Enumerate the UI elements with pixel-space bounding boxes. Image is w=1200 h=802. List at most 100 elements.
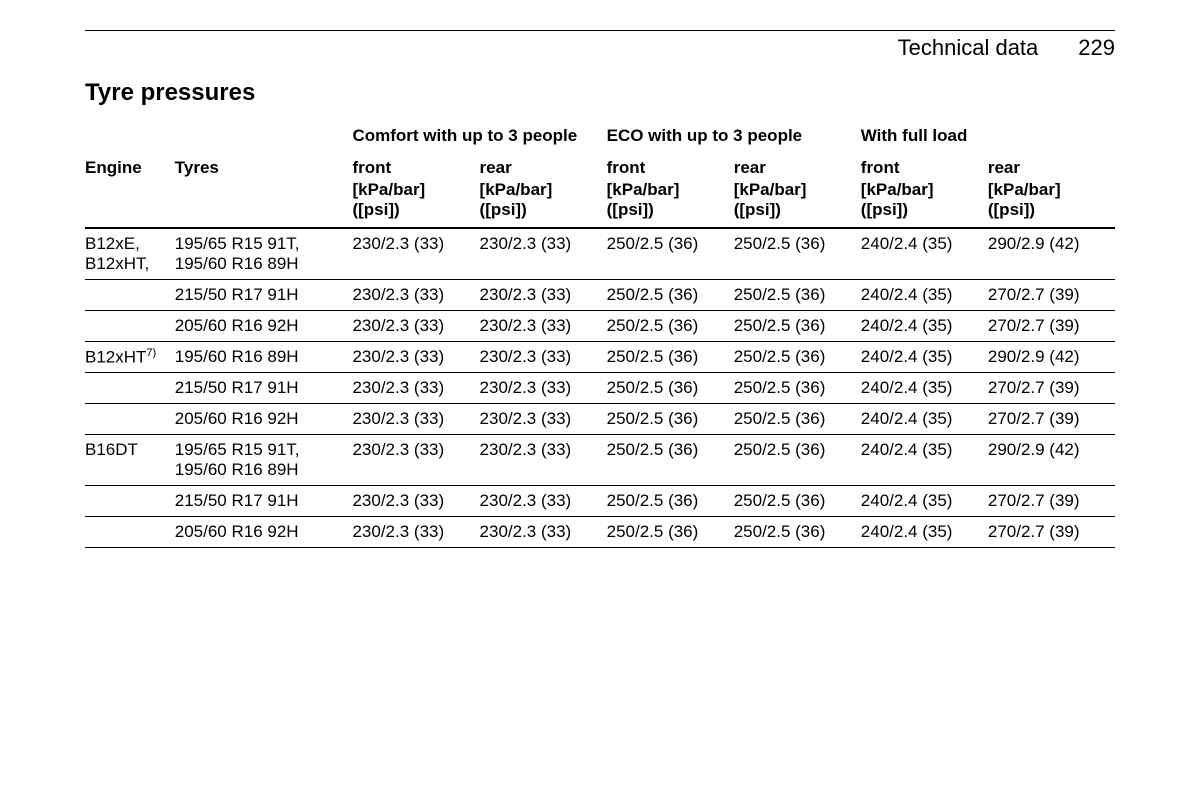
tyre-cell: 215/50 R17 91H (175, 279, 353, 310)
unit-cell: [kPa/bar]([psi]) (861, 180, 988, 228)
value-cell: 230/2.3 (33) (352, 486, 479, 517)
value-cell: 230/2.3 (33) (352, 435, 479, 486)
engine-cell: B12xE, B12xHT, (85, 228, 175, 280)
value-cell: 230/2.3 (33) (352, 310, 479, 341)
value-cell: 230/2.3 (33) (480, 404, 607, 435)
tyre-cell: 205/60 R16 92H (175, 310, 353, 341)
col-front: front (352, 152, 479, 180)
value-cell: 250/2.5 (36) (734, 486, 861, 517)
tyre-cell: 195/60 R16 89H (175, 341, 353, 373)
table-body: B12xE, B12xHT,195/65 R15 91T, 195/60 R16… (85, 228, 1115, 548)
value-cell: 250/2.5 (36) (607, 486, 734, 517)
value-cell: 230/2.3 (33) (352, 404, 479, 435)
value-cell: 270/2.7 (39) (988, 279, 1115, 310)
value-cell: 250/2.5 (36) (734, 279, 861, 310)
value-cell: 290/2.9 (42) (988, 341, 1115, 373)
group-header-row: Comfort with up to 3 people ECO with up … (85, 121, 1115, 152)
col-rear: rear (734, 152, 861, 180)
value-cell: 230/2.3 (33) (480, 341, 607, 373)
col-group-eco: ECO with up to 3 people (607, 121, 861, 152)
value-cell: 230/2.3 (33) (480, 228, 607, 280)
tyre-cell: 195/65 R15 91T, 195/60 R16 89H (175, 435, 353, 486)
engine-cell (85, 373, 175, 404)
value-cell: 230/2.3 (33) (352, 373, 479, 404)
value-cell: 270/2.7 (39) (988, 404, 1115, 435)
value-cell: 230/2.3 (33) (352, 279, 479, 310)
value-cell: 250/2.5 (36) (607, 517, 734, 548)
value-cell: 270/2.7 (39) (988, 310, 1115, 341)
value-cell: 270/2.7 (39) (988, 517, 1115, 548)
col-header-row: Engine Tyres front rear front rear front… (85, 152, 1115, 180)
value-cell: 230/2.3 (33) (480, 279, 607, 310)
value-cell: 240/2.4 (35) (861, 404, 988, 435)
table-head: Comfort with up to 3 people ECO with up … (85, 121, 1115, 228)
page-number: 229 (1078, 35, 1115, 61)
table-row: 205/60 R16 92H230/2.3 (33)230/2.3 (33)25… (85, 404, 1115, 435)
table-row: 215/50 R17 91H230/2.3 (33)230/2.3 (33)25… (85, 279, 1115, 310)
value-cell: 250/2.5 (36) (607, 341, 734, 373)
col-rear: rear (480, 152, 607, 180)
value-cell: 250/2.5 (36) (734, 228, 861, 280)
value-cell: 250/2.5 (36) (607, 228, 734, 280)
value-cell: 250/2.5 (36) (607, 373, 734, 404)
value-cell: 240/2.4 (35) (861, 486, 988, 517)
value-cell: 240/2.4 (35) (861, 517, 988, 548)
value-cell: 250/2.5 (36) (734, 517, 861, 548)
chapter-title: Technical data (898, 35, 1039, 61)
tyre-cell: 215/50 R17 91H (175, 486, 353, 517)
value-cell: 250/2.5 (36) (734, 404, 861, 435)
value-cell: 290/2.9 (42) (988, 228, 1115, 280)
col-group-full: With full load (861, 121, 1115, 152)
col-group-comfort: Comfort with up to 3 people (352, 121, 606, 152)
value-cell: 250/2.5 (36) (607, 404, 734, 435)
value-cell: 250/2.5 (36) (607, 279, 734, 310)
value-cell: 230/2.3 (33) (352, 228, 479, 280)
value-cell: 290/2.9 (42) (988, 435, 1115, 486)
unit-cell: [kPa/bar]([psi]) (607, 180, 734, 228)
engine-cell (85, 404, 175, 435)
table-row: 205/60 R16 92H230/2.3 (33)230/2.3 (33)25… (85, 310, 1115, 341)
value-cell: 250/2.5 (36) (734, 373, 861, 404)
value-cell: 230/2.3 (33) (480, 486, 607, 517)
engine-cell (85, 310, 175, 341)
unit-cell: [kPa/bar]([psi]) (988, 180, 1115, 228)
footnote-ref: 7) (146, 347, 156, 359)
unit-cell: [kPa/bar]([psi]) (352, 180, 479, 228)
section-title: Tyre pressures (85, 79, 1115, 107)
tyre-cell: 205/60 R16 92H (175, 404, 353, 435)
value-cell: 230/2.3 (33) (352, 517, 479, 548)
page-container: Technical data 229 Tyre pressures Comfor… (0, 0, 1200, 548)
value-cell: 250/2.5 (36) (734, 310, 861, 341)
table-row: B12xHT7)195/60 R16 89H230/2.3 (33)230/2.… (85, 341, 1115, 373)
tyre-pressure-table: Comfort with up to 3 people ECO with up … (85, 121, 1115, 548)
tyre-cell: 215/50 R17 91H (175, 373, 353, 404)
table-row: 215/50 R17 91H230/2.3 (33)230/2.3 (33)25… (85, 373, 1115, 404)
unit-cell: [kPa/bar]([psi]) (480, 180, 607, 228)
col-engine: Engine (85, 152, 175, 180)
value-cell: 240/2.4 (35) (861, 435, 988, 486)
value-cell: 240/2.4 (35) (861, 341, 988, 373)
value-cell: 230/2.3 (33) (480, 310, 607, 341)
table-row: B16DT195/65 R15 91T, 195/60 R16 89H230/2… (85, 435, 1115, 486)
tyre-cell: 205/60 R16 92H (175, 517, 353, 548)
tyre-cell: 195/65 R15 91T, 195/60 R16 89H (175, 228, 353, 280)
col-front: front (861, 152, 988, 180)
value-cell: 230/2.3 (33) (480, 517, 607, 548)
value-cell: 270/2.7 (39) (988, 486, 1115, 517)
value-cell: 240/2.4 (35) (861, 373, 988, 404)
value-cell: 240/2.4 (35) (861, 310, 988, 341)
value-cell: 230/2.3 (33) (480, 435, 607, 486)
table-row: B12xE, B12xHT,195/65 R15 91T, 195/60 R16… (85, 228, 1115, 280)
engine-cell (85, 517, 175, 548)
value-cell: 240/2.4 (35) (861, 228, 988, 280)
col-tyres: Tyres (175, 152, 353, 180)
value-cell: 250/2.5 (36) (607, 435, 734, 486)
col-front: front (607, 152, 734, 180)
unit-cell: [kPa/bar]([psi]) (734, 180, 861, 228)
page-header: Technical data 229 (85, 30, 1115, 61)
value-cell: 250/2.5 (36) (607, 310, 734, 341)
unit-header-row: [kPa/bar]([psi]) [kPa/bar]([psi]) [kPa/b… (85, 180, 1115, 228)
table-row: 215/50 R17 91H230/2.3 (33)230/2.3 (33)25… (85, 486, 1115, 517)
engine-cell (85, 279, 175, 310)
engine-cell: B16DT (85, 435, 175, 486)
